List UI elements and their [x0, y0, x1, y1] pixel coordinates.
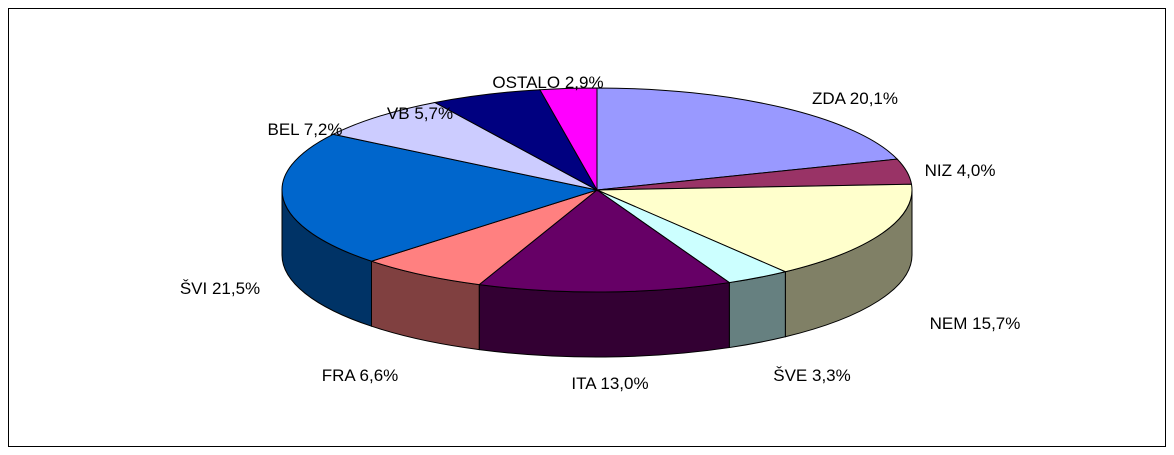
pie-slice — [539, 87, 598, 192]
category-label: NEM — [930, 314, 968, 333]
category-label: ITA — [571, 374, 597, 393]
value-label: 6,6% — [360, 366, 399, 385]
slice-label: ŠVI 21,5% — [180, 279, 260, 298]
slice-label: VB 5,7% — [387, 104, 453, 123]
slice-label: ITA 13,0% — [571, 374, 648, 393]
value-label: 2,9% — [565, 73, 604, 92]
value-label: 13,0% — [600, 374, 648, 393]
value-label: 20,1% — [850, 89, 898, 108]
slice-label: FRA 6,6% — [322, 366, 399, 385]
category-label: BEL — [268, 120, 300, 139]
category-label: NIZ — [925, 161, 952, 180]
slice-label: OSTALO 2,9% — [492, 73, 603, 92]
pie-slice — [331, 102, 598, 191]
category-label: OSTALO — [492, 73, 560, 92]
category-label: FRA — [322, 366, 357, 385]
slice-label: ZDA 20,1% — [812, 89, 898, 108]
category-label: ŠVE — [773, 366, 807, 385]
pie-slice — [369, 189, 598, 286]
pie-slice — [596, 87, 899, 191]
slice-label: NEM 15,7% — [930, 314, 1021, 333]
slice-label: BEL 7,2% — [268, 120, 343, 139]
pie-side — [478, 281, 730, 358]
slice-label: NIZ 4,0% — [925, 161, 996, 180]
value-label: 21,5% — [212, 279, 260, 298]
pie-side — [728, 271, 786, 349]
value-label: 4,0% — [957, 161, 996, 180]
pie-slice — [477, 189, 731, 293]
pie-slice — [596, 183, 913, 273]
slice-label: ŠVE 3,3% — [773, 366, 851, 385]
value-label: 7,2% — [304, 120, 343, 139]
value-label: 5,7% — [414, 104, 453, 123]
category-label: ŠVI — [180, 279, 207, 298]
value-label: 15,7% — [972, 314, 1020, 333]
pie-slice — [281, 133, 599, 262]
value-label: 3,3% — [812, 366, 851, 385]
category-label: VB — [387, 104, 410, 123]
category-label: ZDA — [812, 89, 847, 108]
pie-top — [281, 87, 913, 293]
